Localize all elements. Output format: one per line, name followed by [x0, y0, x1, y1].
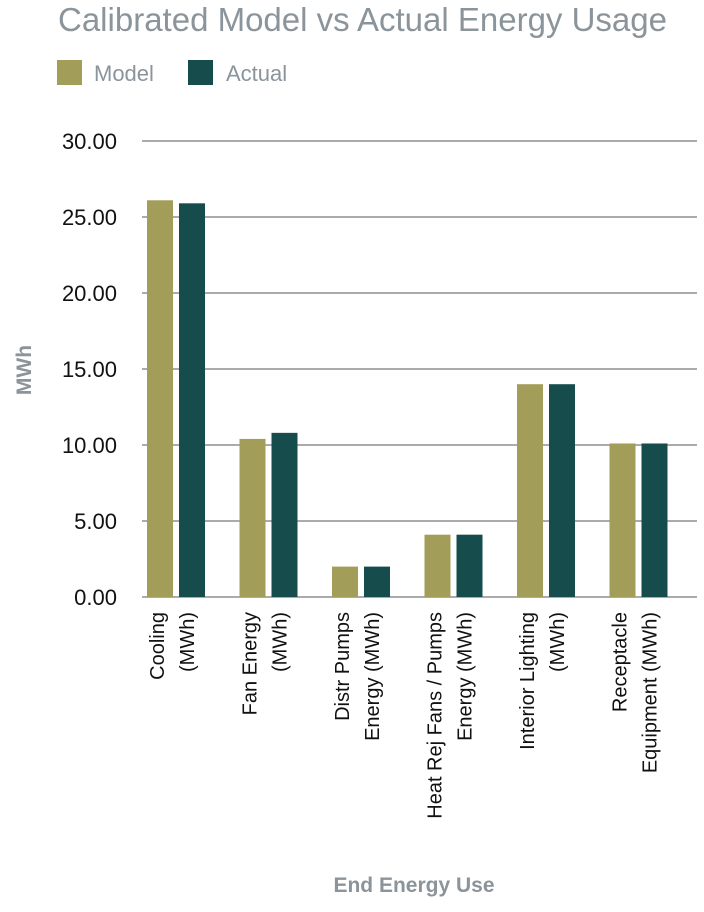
legend-swatch-actual	[188, 60, 213, 85]
bar-actual	[549, 384, 575, 597]
bar-model	[609, 443, 636, 597]
y-axis-title: MWh	[13, 345, 36, 395]
bar-model	[517, 384, 543, 597]
y-tick-label: 5.00	[74, 509, 117, 534]
y-tick-label: 30.00	[62, 129, 117, 154]
x-category-label: Heat Rej Fans / Pumps Energy (MWh)	[425, 612, 477, 819]
x-category-label: Receptacle Equipment (MWh)	[610, 612, 662, 773]
bar-model	[424, 534, 451, 597]
bar-actual	[271, 432, 298, 597]
legend-swatch-model	[57, 60, 82, 85]
y-tick-label: 0.00	[74, 585, 117, 610]
y-tick-label: 25.00	[62, 205, 117, 230]
legend-label-actual: Actual	[226, 61, 287, 86]
legend: Model Actual	[57, 60, 287, 86]
x-axis-category-labels: Cooling (MWh) Fan Energy (MWh) Distr Pumps En…	[147, 612, 662, 819]
y-tick-label: 15.00	[62, 357, 117, 382]
bars	[147, 200, 668, 597]
bar-actual	[364, 566, 390, 597]
y-axis-ticks: 0.00 5.00 10.00 15.00 20.00 25.00 30.00	[62, 129, 117, 610]
y-tick-label: 20.00	[62, 281, 117, 306]
x-category-label: Interior Lighting (MWh)	[517, 612, 569, 750]
bar-actual	[641, 443, 668, 597]
x-category-label: Distr Pumps Energy (MWh)	[332, 612, 384, 741]
gridlines	[142, 140, 697, 598]
x-category-label: Fan Energy (MWh)	[240, 612, 292, 715]
bar-model	[332, 566, 358, 597]
x-category-label: Cooling (MWh)	[147, 612, 199, 680]
y-tick-label: 10.00	[62, 433, 117, 458]
bar-actual	[179, 203, 205, 597]
bar-model	[147, 200, 173, 597]
chart-title: Calibrated Model vs Actual Energy Usage	[58, 1, 667, 38]
bar-actual	[456, 534, 483, 597]
legend-label-model: Model	[94, 61, 154, 86]
x-axis-title: End Energy Use	[333, 874, 494, 897]
bar-model	[239, 438, 266, 597]
